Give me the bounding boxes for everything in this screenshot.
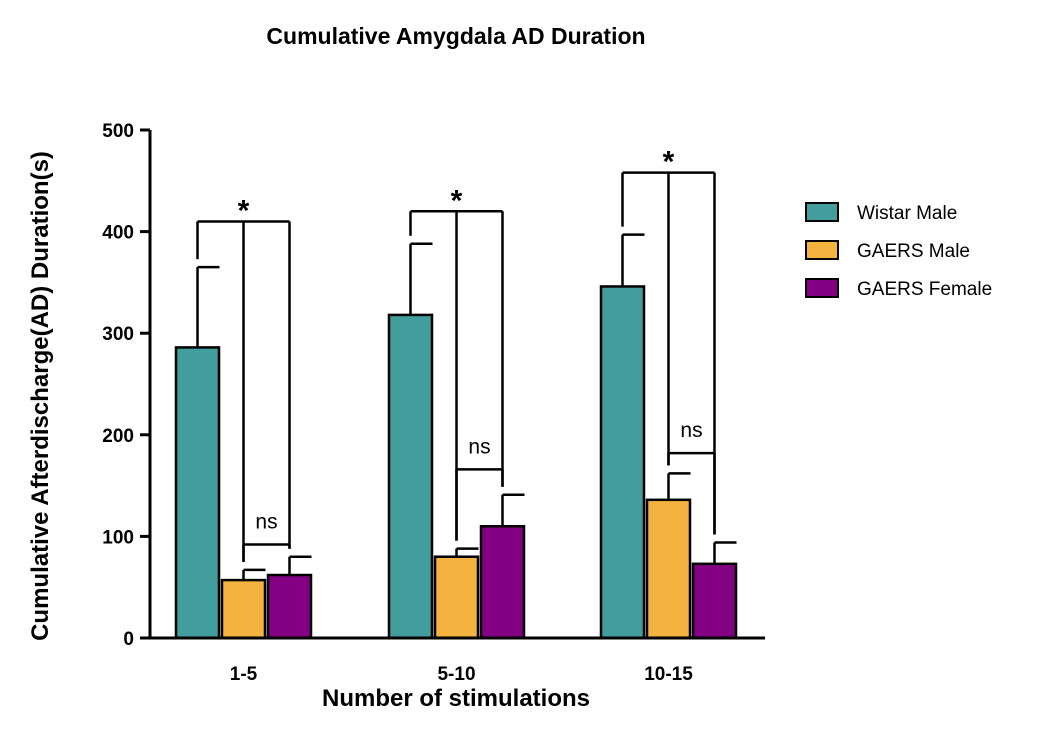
plot-area: * ns * ns * ns 0 100 200 300 400 500 1-5 5-10 10-15 (102, 121, 765, 685)
y-tick-label-300: 300 (102, 324, 134, 345)
significance-ns-1-5: ns (255, 511, 277, 534)
significance-star-1-5: * (238, 194, 250, 227)
legend-label-wistar-male: Wistar Male (857, 203, 957, 224)
y-tick-label-400: 400 (102, 223, 134, 244)
significance-star-10-15: * (663, 146, 675, 179)
legend-label-gaers-female: GAERS Female (857, 279, 992, 300)
legend-swatch-gaers-male (805, 240, 839, 260)
bar-5-10-wistar-male (387, 313, 434, 640)
legend: Wistar Male GAERS Male GAERS Female (805, 202, 992, 300)
x-tick-label-10-15: 10-15 (644, 664, 693, 685)
significance-star-5-10: * (451, 184, 463, 217)
legend-label-gaers-male: GAERS Male (857, 241, 970, 262)
bar-1-5-gaers-male (220, 578, 267, 640)
bar-10-15-gaers-female (691, 562, 738, 640)
x-axis-title: Number of stimulations (322, 685, 590, 712)
y-tick-label-200: 200 (102, 426, 134, 447)
significance-ns-5-10: ns (468, 435, 490, 458)
bar-10-15-wistar-male (599, 285, 646, 640)
x-tick-label-5-10: 5-10 (437, 664, 475, 685)
bar-1-5-wistar-male (174, 346, 221, 640)
y-tick-label-500: 500 (102, 121, 134, 142)
y-tick-label-100: 100 (102, 527, 134, 548)
bar-1-5-gaers-female (266, 573, 313, 640)
legend-swatch-wistar-male (805, 202, 839, 222)
bar-5-10-gaers-female (479, 524, 526, 640)
legend-swatch-gaers-female (805, 278, 839, 298)
significance-ns-10-15: ns (680, 419, 702, 442)
bar-5-10-gaers-male (433, 555, 480, 640)
chart-title: Cumulative Amygdala AD Duration (266, 23, 645, 49)
y-tick-label-0: 0 (123, 629, 134, 650)
y-axis-title: Cumulative Afterdischarge(AD) Duration(s… (27, 151, 54, 641)
bar-10-15-gaers-male (645, 498, 692, 640)
x-tick-label-1-5: 1-5 (230, 664, 258, 685)
